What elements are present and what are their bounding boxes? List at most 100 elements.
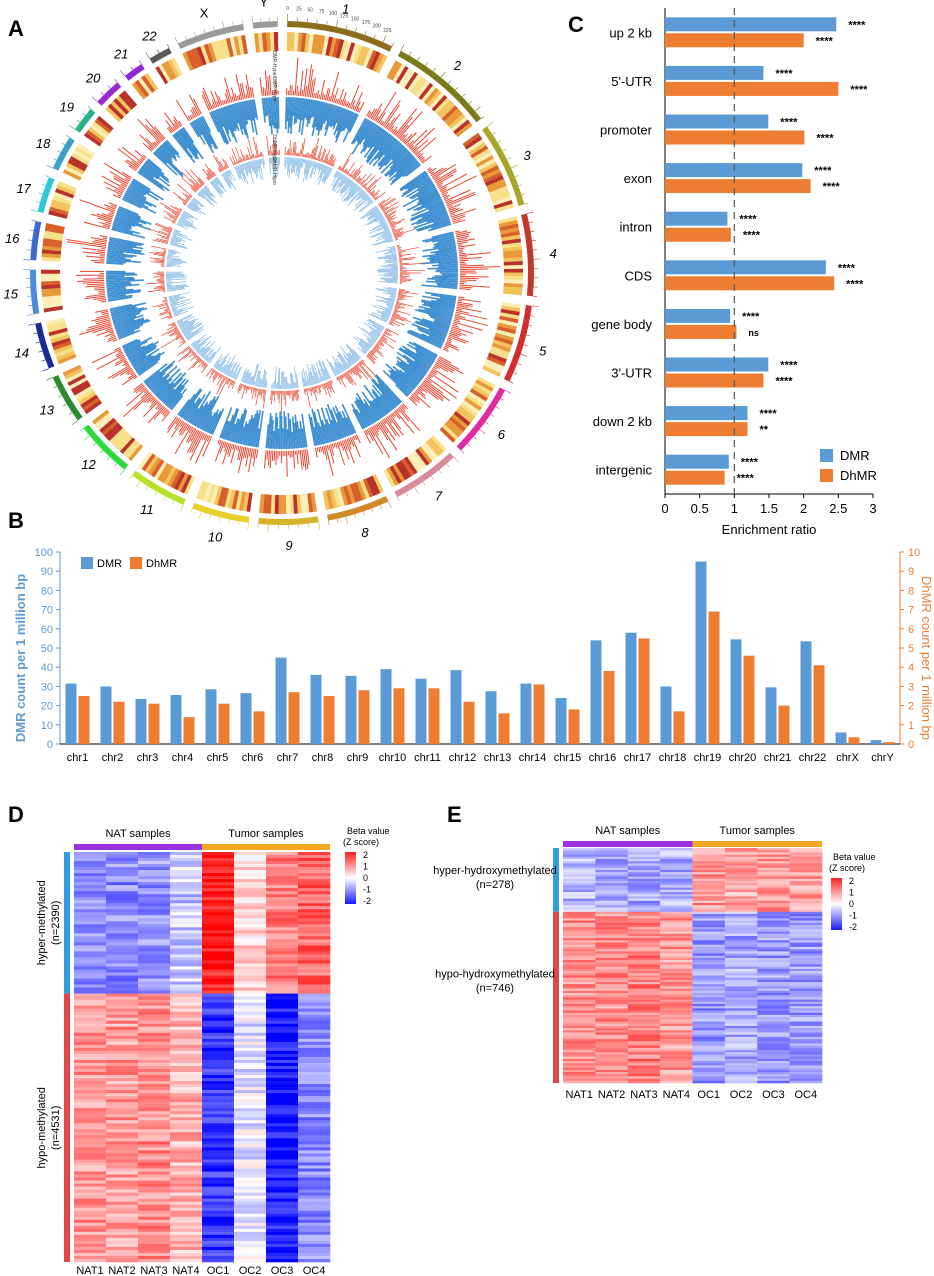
circos-dmr-hyper (94, 309, 108, 313)
circos-dhmr-hypo (301, 158, 305, 167)
circos-density-band (185, 50, 197, 70)
heatmap-cell (660, 929, 693, 932)
heatmap-cell (170, 1243, 203, 1248)
circos-dmr-hypo (106, 281, 131, 285)
heatmap-cell (563, 863, 596, 866)
heatmap-cell (692, 982, 726, 985)
heatmap-cell (266, 993, 299, 997)
circos-dhmr-hyper (326, 381, 332, 393)
heatmap-cell (74, 993, 107, 997)
heatmap-cell (660, 1014, 693, 1018)
heatmap-cell (266, 948, 299, 952)
circos-density-band (164, 60, 177, 80)
circos-dmr-hyper (90, 237, 108, 242)
heatmap-cell (202, 915, 235, 919)
heatmap-cell (595, 1072, 629, 1075)
circos-density-band (131, 82, 147, 100)
circos-dmr-hypo (411, 323, 447, 339)
circos-dmr-hyper (190, 109, 196, 118)
circos-dhmr-hypo (386, 250, 396, 253)
circos-dhmr-hypo (381, 223, 388, 228)
circos-dhmr-hyper (163, 216, 176, 223)
heatmap-cell (138, 1210, 171, 1215)
circos-dhmr-hyper (222, 375, 225, 378)
circos-dmr-hyper (303, 449, 307, 471)
heatmap-column-label: OC3 (762, 1089, 785, 1101)
heatmap-cell (789, 916, 823, 919)
circos-dhmr-hyper (356, 363, 359, 366)
circos-dmr-hypo (371, 384, 394, 411)
circos-dmr-hypo (231, 103, 239, 124)
heatmap-cell (234, 1162, 267, 1166)
heatmap-cell (202, 1138, 235, 1142)
heatmap-cell (298, 1111, 331, 1115)
circos-dhmr-hypo (259, 158, 262, 165)
circos-dmr-hyper (427, 375, 432, 379)
circos-density-band (47, 324, 67, 333)
b-category-label: chr12 (449, 752, 477, 764)
circos-density-band (56, 350, 76, 361)
heatmap-cell (627, 891, 661, 895)
heatmap-cell (692, 1036, 726, 1040)
circos-dhmr-hyper (317, 385, 321, 395)
heatmap-cell (789, 900, 823, 904)
circos-dhmr-hyper (360, 360, 365, 366)
circos-dmr-hyper (102, 224, 111, 228)
heatmap-cell (234, 1192, 267, 1196)
heatmap-cell (724, 861, 758, 864)
heatmap-cell (266, 1177, 299, 1181)
circos-tick (345, 25, 348, 30)
heatmap-cell (266, 924, 299, 928)
circos-dhmr-hyper (368, 184, 377, 193)
heatmap-cell (563, 984, 596, 987)
heatmap-cell (627, 894, 661, 897)
heatmap-cell (138, 1023, 171, 1028)
heatmap-cell (724, 1056, 758, 1060)
heatmap-cell (692, 865, 726, 869)
circos-dmr-hypo (396, 356, 425, 378)
circos-dmr-hypo (433, 243, 456, 249)
heatmap-cell (266, 1099, 299, 1103)
heatmap-cell (724, 1058, 758, 1062)
circos-density-band (307, 33, 315, 53)
circos-dmr-hypo (431, 231, 454, 239)
circos-dmr-hyper (296, 450, 299, 464)
heatmap-cell (724, 887, 758, 891)
heatmap-cell (266, 1159, 299, 1163)
circos-dmr-hypo (230, 417, 240, 442)
heatmap-cell (595, 850, 629, 853)
circos-dhmr-hyper (147, 289, 166, 293)
b-right-tick-label: 8 (908, 585, 914, 597)
circos-dmr-hypo (335, 109, 349, 139)
heatmap-cell (692, 863, 726, 866)
heatmap-cell (692, 1025, 726, 1029)
heatmap-cell (106, 858, 139, 862)
heatmap-cell (692, 894, 726, 897)
heatmap-cell (234, 1099, 267, 1103)
heatmap-cell (170, 1108, 203, 1112)
circos-dhmr-hyper (345, 170, 349, 174)
heatmap-cell (563, 874, 596, 877)
circos-dhmr-hyper (389, 320, 401, 327)
heatmap-cell (595, 931, 629, 935)
circos-density-band (114, 432, 131, 449)
heatmap-cell (234, 948, 267, 952)
heatmap-cell (595, 944, 629, 948)
circos-dmr-hyper (425, 377, 433, 384)
circos-tick (432, 68, 436, 72)
circos-dmr-hyper (127, 370, 134, 376)
circos-tick (213, 26, 215, 31)
circos-dmr-hypo (430, 248, 457, 254)
circos-density-band (177, 472, 189, 492)
heatmap-cell (202, 1132, 235, 1136)
heatmap-cell (789, 889, 823, 893)
circos-density-band (349, 483, 360, 503)
heatmap-cell (170, 1017, 203, 1022)
circos-dmr-hyper (125, 177, 130, 182)
heatmap-cell (660, 962, 693, 965)
heatmap-cell (234, 1105, 267, 1109)
circos-density-band (423, 442, 439, 460)
circos-dmr-hyper (413, 392, 431, 409)
circos-dmr-hypo (275, 97, 279, 134)
heatmap-cell (74, 861, 107, 865)
